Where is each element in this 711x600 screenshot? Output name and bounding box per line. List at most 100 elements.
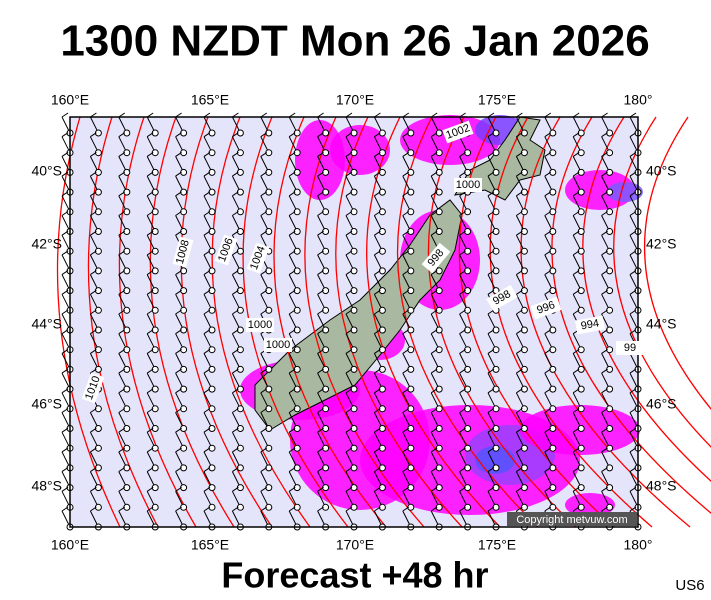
wind-barb-flag	[260, 408, 268, 413]
wind-barb-flag	[572, 447, 580, 453]
wind-barb-flag	[601, 270, 608, 276]
wind-barb-flag	[516, 151, 523, 157]
wind-barb-flag	[232, 132, 239, 138]
wind-barb-flag	[260, 368, 268, 374]
wind-barb-flag	[402, 151, 410, 157]
wind-barb-flag	[516, 447, 523, 453]
wind-barb-flag	[175, 408, 182, 413]
wind-barb-flag	[61, 112, 69, 118]
isobar-label-box	[442, 120, 474, 144]
wind-barb-flag	[175, 348, 182, 354]
wind-barb-flag	[260, 467, 268, 473]
wind-barb-flag	[516, 171, 523, 177]
wind-barb-flag	[572, 230, 580, 236]
wind-barb-flag	[629, 270, 637, 276]
wind-barb-flag	[544, 447, 552, 453]
wind-barb-flag	[430, 506, 438, 512]
wind-barb-flag	[374, 388, 381, 394]
wind-barb-flag	[629, 289, 637, 295]
isobar-label-group: 1010	[81, 372, 105, 404]
isobar	[149, 116, 235, 528]
wind-barb-flag	[345, 211, 353, 216]
wind-barb-flag	[118, 230, 126, 236]
wind-barb-flag	[90, 289, 97, 295]
wind-barb-flag	[288, 211, 296, 216]
wind-barb-flag	[345, 388, 353, 394]
forecast-label: Forecast +48 hr	[221, 555, 488, 596]
wind-barb-flag	[487, 191, 495, 197]
wind-barb-flag	[544, 427, 552, 433]
wind-barb-flag	[487, 151, 495, 157]
wind-barb-flag	[402, 348, 410, 354]
wind-barb-flag	[203, 368, 211, 374]
wind-barb-flag	[317, 486, 324, 492]
map-title: 1300 NZDT Mon 26 Jan 2026	[60, 17, 649, 66]
wind-barb-flag	[629, 388, 637, 394]
wind-barb-flag	[118, 132, 126, 138]
wind-barb-flag	[90, 230, 97, 236]
wind-barb-flag	[601, 250, 608, 256]
wind-barb-flag	[345, 171, 353, 177]
wind-barb-flag	[516, 230, 523, 236]
wind-barb-flag	[317, 329, 324, 335]
lon-label-bottom: 180°	[624, 537, 653, 553]
wind-barb-flag	[345, 270, 353, 276]
wind-barb-flag	[175, 309, 182, 315]
wind-barb-flag	[90, 270, 97, 276]
wind-barb-flag	[61, 486, 69, 492]
wind-barb-flag	[90, 486, 97, 492]
wind-barb-flag	[232, 270, 239, 276]
wind-barb-flag	[317, 191, 324, 197]
wind-barb-flag	[146, 427, 154, 433]
wind-barb-flag	[430, 348, 438, 354]
isobar-label-box	[486, 284, 518, 312]
wind-barb-flag	[459, 329, 466, 335]
wind-barb-flag	[459, 250, 466, 256]
wind-barb-flag	[459, 289, 466, 295]
wind-barb-flag	[203, 171, 211, 177]
lat-label-right: 42°S	[646, 236, 677, 252]
wind-barb-flag	[487, 506, 495, 512]
wind-barb-flag	[288, 368, 296, 374]
wind-barb-flag	[459, 447, 466, 453]
south-island	[254, 199, 463, 431]
wind-barb-flag	[629, 329, 637, 335]
wind-barb-flag	[146, 447, 154, 453]
wind-barb-flag	[61, 447, 69, 453]
wind-barb-flag	[175, 230, 182, 236]
wind-barb-flag	[146, 506, 154, 512]
wind-barb-flag	[345, 408, 353, 413]
wind-barb-flag	[345, 348, 353, 354]
wind-barb-flag	[572, 408, 580, 413]
wind-barb-flag	[118, 427, 126, 433]
wind-barb-flag	[430, 191, 438, 197]
wind-barb-flag	[317, 348, 324, 354]
wind-barb-flag	[544, 211, 552, 216]
wind-barb-flag	[90, 447, 97, 453]
wind-barb-flag	[402, 506, 410, 512]
wind-barb-flag	[203, 270, 211, 276]
wind-barb-flag	[374, 329, 381, 335]
wind-barb-flag	[146, 132, 154, 138]
wind-barb-flag	[175, 368, 182, 374]
wind-barb-flag	[572, 132, 580, 138]
wind-barb-flag	[374, 348, 381, 354]
wind-barb-flag	[544, 151, 552, 157]
wind-barb-flag	[430, 368, 438, 374]
wind-barb-flag	[317, 151, 324, 157]
wind-barb-flag	[544, 250, 552, 256]
wind-barb-flag	[288, 191, 296, 197]
wind-barb-flag	[61, 506, 69, 512]
wind-barb-flag	[61, 368, 69, 374]
isobar	[613, 116, 711, 448]
wind-barb-flag	[345, 250, 353, 256]
wind-barb-flag	[288, 230, 296, 236]
wind-barb-flag	[203, 289, 211, 295]
wind-barb-flag	[317, 506, 324, 512]
wind-barb-flag	[430, 329, 438, 335]
wind-barb-flag	[459, 427, 466, 433]
wind-barb-flag	[572, 309, 580, 315]
isobar-label-box	[421, 242, 451, 274]
wind-barb-flag	[374, 408, 381, 413]
wind-barb-flag	[203, 151, 211, 157]
